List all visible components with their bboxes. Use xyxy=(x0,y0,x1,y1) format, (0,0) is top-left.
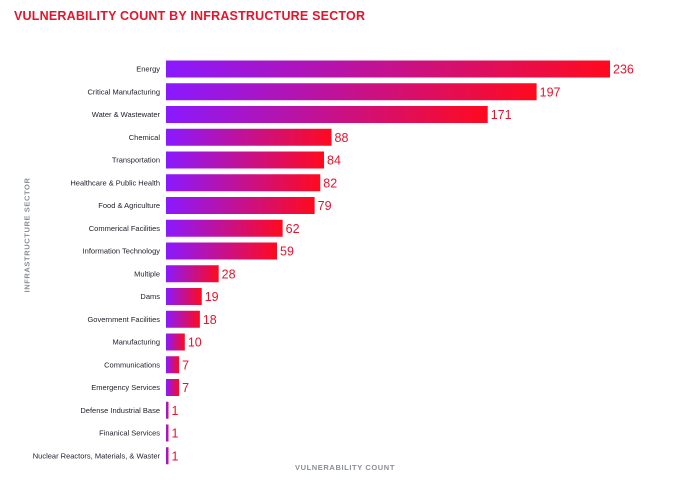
bar xyxy=(166,242,277,260)
bar xyxy=(166,310,200,328)
value-label: 79 xyxy=(318,199,332,213)
value-label: 1 xyxy=(172,427,179,441)
category-label: Commerical Facilities xyxy=(89,224,161,233)
category-label: Manufacturing xyxy=(112,338,160,347)
value-label: 28 xyxy=(222,267,236,281)
bar xyxy=(166,219,283,237)
value-label: 59 xyxy=(280,245,294,259)
bar xyxy=(166,128,332,146)
bar xyxy=(166,174,321,192)
category-label: Dams xyxy=(140,292,160,301)
category-label: Nuclear Reactors, Materials, & Waster xyxy=(33,451,161,460)
category-label: Information Technology xyxy=(83,247,161,256)
value-label: 84 xyxy=(327,154,341,168)
bar xyxy=(166,60,610,78)
bar xyxy=(166,447,169,465)
bar xyxy=(166,265,219,283)
value-label: 18 xyxy=(203,313,217,327)
category-label: Emergency Services xyxy=(91,383,160,392)
category-label: Defense Industrial Base xyxy=(80,406,160,415)
bar xyxy=(166,356,180,374)
value-label: 236 xyxy=(613,63,634,77)
category-label: Transportation xyxy=(112,156,160,165)
value-label: 1 xyxy=(172,449,179,463)
value-label: 7 xyxy=(182,381,189,395)
value-label: 62 xyxy=(286,222,300,236)
bar xyxy=(166,106,488,123)
bar xyxy=(166,333,185,351)
category-label: Finanical Services xyxy=(99,429,160,438)
value-label: 7 xyxy=(182,358,189,372)
value-label: 82 xyxy=(323,176,337,190)
category-label: Critical Manufacturing xyxy=(87,87,160,96)
category-label: Communications xyxy=(104,360,160,369)
value-label: 171 xyxy=(491,108,512,122)
value-label: 1 xyxy=(172,404,179,418)
value-label: 10 xyxy=(188,336,202,350)
category-label: Government Facilities xyxy=(87,315,160,324)
category-label: Energy xyxy=(136,65,160,74)
category-label: Multiple xyxy=(134,269,160,278)
bar xyxy=(166,151,325,169)
value-label: 197 xyxy=(540,85,561,99)
x-axis-label: VULNERABILITY COUNT xyxy=(294,463,396,472)
bar xyxy=(166,401,169,419)
chart-title: VULNERABILITY COUNT BY INFRASTRUCTURE SE… xyxy=(14,9,366,23)
category-label: Healthcare & Public Health xyxy=(70,178,160,187)
bar xyxy=(166,83,537,101)
category-label: Food & Agriculture xyxy=(98,201,160,210)
bar xyxy=(166,197,315,214)
bar xyxy=(166,424,169,442)
value-label: 88 xyxy=(335,131,349,145)
bar xyxy=(166,288,202,305)
category-label: Chemical xyxy=(129,133,161,142)
value-label: 19 xyxy=(205,290,219,304)
bar xyxy=(166,379,180,396)
category-label: Water & Wastewater xyxy=(92,110,161,119)
